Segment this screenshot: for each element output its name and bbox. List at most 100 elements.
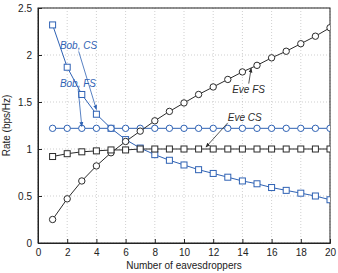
marker <box>196 146 202 152</box>
tick-label: 18 <box>296 247 308 258</box>
marker <box>64 64 70 70</box>
marker <box>268 125 274 131</box>
marker <box>312 33 318 39</box>
annotation-text: Bob, FS <box>60 78 96 89</box>
annotation-arrow <box>78 89 82 126</box>
tick-label: 8 <box>153 247 159 258</box>
tick-mark <box>38 55 42 56</box>
marker <box>195 91 201 97</box>
marker <box>269 146 275 152</box>
tick-label: 6 <box>123 247 129 258</box>
marker <box>283 125 289 131</box>
marker <box>50 22 56 28</box>
tick: 16 <box>267 239 279 258</box>
tick: 1 <box>26 144 42 155</box>
y-axis-title: Rate (bps/Hz) <box>1 95 12 157</box>
marker <box>181 100 187 106</box>
marker <box>166 157 172 163</box>
marker <box>298 41 304 47</box>
tick-label: 16 <box>267 247 279 258</box>
marker <box>93 111 99 117</box>
tick: 18 <box>296 239 308 258</box>
marker <box>210 125 216 131</box>
marker <box>254 181 260 187</box>
tick-mark <box>213 239 214 243</box>
tick-label: 2 <box>65 247 71 258</box>
marker <box>283 187 289 193</box>
tick-mark <box>272 239 273 243</box>
marker <box>196 167 202 173</box>
marker <box>239 69 245 75</box>
marker <box>152 118 158 124</box>
marker <box>210 84 216 90</box>
marker <box>225 76 231 82</box>
marker <box>79 178 85 184</box>
series-line <box>53 28 330 220</box>
marker <box>195 125 201 131</box>
marker <box>181 125 187 131</box>
marker <box>210 146 216 152</box>
marker <box>225 146 231 152</box>
tick: 2 <box>26 50 42 61</box>
annotations: Bob, CSBob, FSEve FSEve CS <box>60 40 265 147</box>
marker <box>298 125 304 131</box>
marker <box>93 163 99 169</box>
tick: 2 <box>65 239 71 258</box>
marker <box>79 149 85 155</box>
data-layer <box>49 22 330 223</box>
tick-mark <box>155 239 156 243</box>
tick: 6 <box>123 239 129 258</box>
tick-label: 0 <box>36 247 42 258</box>
marker <box>239 125 245 131</box>
tick-mark <box>96 239 97 243</box>
tick-mark <box>38 149 42 150</box>
tick-label: 2 <box>26 50 32 61</box>
marker <box>298 190 304 196</box>
marker <box>327 25 330 31</box>
tick-label: 0 <box>26 238 32 249</box>
tick: 4 <box>94 239 100 258</box>
tick-label: 1.5 <box>18 97 32 108</box>
marker <box>122 138 128 144</box>
marker <box>312 125 318 131</box>
annotation-arrow <box>249 68 251 83</box>
tick-label: 20 <box>325 247 337 258</box>
x-axis-title: Number of eavesdroppers <box>126 260 242 271</box>
marker <box>268 55 274 61</box>
tick-label: 14 <box>237 247 249 258</box>
grid <box>38 8 330 243</box>
marker <box>269 185 275 191</box>
tick-label: 0.5 <box>18 191 32 202</box>
marker <box>283 48 289 54</box>
marker <box>225 125 231 131</box>
marker <box>93 148 99 154</box>
tick-mark <box>242 239 243 243</box>
plot-area: 0 2 4 6 8 10 12 14 16 18 20 0 0.5 1 1.5 2 2.5 Bob, CS Bob,… <box>18 3 336 258</box>
marker <box>312 193 318 199</box>
marker <box>254 125 260 131</box>
chart: 0 2 4 6 8 10 12 14 16 18 20 0 0.5 1 1.5 2 2.5 Bob, CS Bob,… <box>0 0 338 273</box>
marker <box>166 108 172 114</box>
marker <box>108 125 114 131</box>
tick-label: 2.5 <box>18 3 32 14</box>
marker <box>122 125 128 131</box>
tick-mark <box>301 239 302 243</box>
marker <box>254 62 260 68</box>
marker <box>181 162 187 168</box>
tick: 14 <box>237 239 249 258</box>
marker <box>298 146 304 152</box>
marker <box>254 146 260 152</box>
tick-label: 12 <box>208 247 220 258</box>
tick-label: 4 <box>94 247 100 258</box>
tick-mark <box>184 239 185 243</box>
marker <box>137 145 143 151</box>
marker <box>225 174 231 180</box>
marker <box>137 146 143 152</box>
marker <box>327 146 330 152</box>
tick-label: 10 <box>179 247 191 258</box>
axis-line <box>39 9 43 244</box>
marker <box>108 125 114 131</box>
annotation-text: Eve FS <box>232 84 265 95</box>
annotation-text: Bob, CS <box>60 40 98 51</box>
tick-mark <box>38 102 42 103</box>
